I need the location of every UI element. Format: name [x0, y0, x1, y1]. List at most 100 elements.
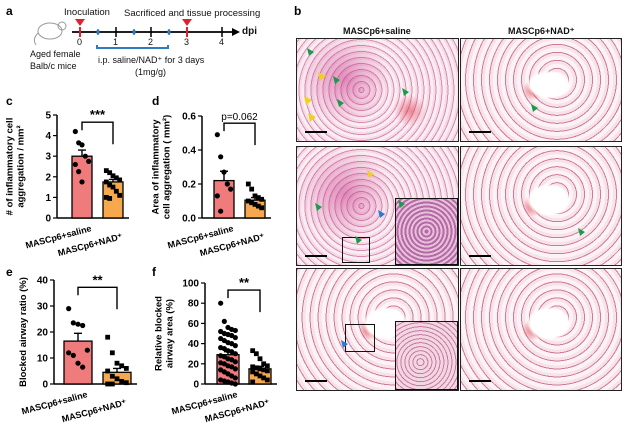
data-point	[117, 177, 123, 183]
data-point	[107, 170, 113, 176]
data-point	[218, 300, 224, 306]
y-tick-label: 0.4	[182, 146, 196, 157]
data-point	[261, 361, 267, 367]
treatment-line-2: (1mg/g)	[135, 67, 167, 77]
data-point	[232, 351, 238, 357]
mice-line-2: Balb/c mice	[30, 61, 77, 71]
data-point	[261, 375, 267, 381]
scale-bar	[469, 131, 491, 133]
histology-nad-low-mag	[460, 38, 622, 142]
y-tick-label: 4	[45, 131, 51, 142]
data-point	[250, 379, 256, 385]
data-point	[232, 359, 238, 365]
y-tick-label: 0.0	[182, 214, 196, 225]
y-tick-label: 0.2	[182, 180, 196, 191]
data-point	[107, 182, 113, 188]
panel-label-b: b	[294, 4, 302, 18]
data-point	[253, 371, 259, 377]
tick-4: 4	[219, 37, 225, 47]
data-point	[214, 193, 220, 199]
data-point	[255, 203, 261, 209]
error-bar	[74, 332, 82, 342]
dose-marks	[96, 29, 171, 35]
data-point	[105, 334, 111, 340]
y-tick-label: 1	[45, 193, 51, 204]
data-point	[119, 363, 125, 369]
data-point	[109, 350, 115, 356]
y-tick-label: 20	[188, 359, 200, 370]
bar-saline	[213, 179, 235, 219]
y-tick-label: 0.6	[182, 112, 196, 123]
data-point	[80, 364, 86, 370]
histology-inset	[394, 321, 458, 390]
data-point	[123, 366, 129, 371]
panel-label-a: a	[6, 4, 13, 18]
y-tick-label: 40	[188, 339, 200, 350]
data-point	[70, 320, 76, 326]
column-header-saline: MASCp6+saline	[343, 26, 411, 36]
data-point	[79, 142, 85, 148]
data-point	[264, 377, 270, 383]
timeline-ticks	[115, 27, 223, 37]
timeline-arrowhead	[232, 28, 240, 36]
y-axis-label: Relative blocked	[154, 296, 165, 371]
y-axis-label: airway area (%)	[165, 299, 176, 368]
treatment-line-1: i.p. saline/NAD⁺ for 3 days	[98, 55, 205, 65]
data-point	[259, 205, 265, 211]
significance-label: p=0.062	[221, 112, 258, 123]
data-point	[253, 365, 259, 371]
data-point	[221, 169, 227, 175]
histology-saline-airway	[296, 268, 459, 391]
sacrifice-marker	[182, 19, 192, 26]
panel-label-c: c	[6, 94, 13, 108]
data-point	[103, 179, 109, 185]
histology-saline-low-mag	[296, 38, 459, 142]
data-point	[261, 367, 267, 373]
data-point	[253, 351, 259, 357]
y-axis-label: # of inflammatory cell	[5, 118, 16, 216]
data-point	[232, 366, 238, 372]
data-point	[117, 192, 123, 198]
data-point	[249, 200, 255, 206]
data-point	[66, 350, 72, 356]
data-point	[228, 186, 234, 192]
timeline-graphic	[33, 19, 240, 49]
y-tick-label: 2	[45, 172, 51, 183]
data-point	[75, 360, 81, 366]
y-tick-label: 0	[45, 214, 51, 225]
data-point	[66, 306, 72, 312]
data-point	[119, 379, 125, 384]
y-tick-label: 30	[37, 302, 49, 313]
tick-3: 3	[184, 37, 190, 47]
y-tick-label: 0	[42, 380, 48, 391]
mice-line-1: Aged female	[30, 49, 81, 59]
scale-bar	[305, 131, 327, 133]
data-point	[214, 132, 220, 138]
data-point	[249, 186, 255, 192]
data-point	[103, 168, 109, 174]
histology-saline-mid-mag	[296, 146, 459, 266]
data-point	[107, 196, 113, 201]
y-tick-label: 0	[193, 380, 199, 391]
tick-1: 1	[113, 37, 119, 47]
data-point	[72, 128, 78, 135]
y-tick-label: 10	[37, 354, 49, 365]
inoculation-label: Inoculation	[64, 7, 110, 18]
panel-label-e: e	[6, 265, 13, 279]
data-point	[224, 181, 230, 187]
data-point	[218, 208, 224, 214]
data-point	[84, 347, 90, 353]
data-point	[218, 154, 224, 160]
data-point	[113, 188, 119, 194]
significance-label: ***	[90, 107, 106, 122]
data-point	[82, 153, 88, 159]
y-axis-label: cell aggregation ( mm²)	[162, 115, 173, 220]
data-point	[109, 381, 115, 387]
y-tick-label: 40	[37, 276, 49, 287]
data-point	[221, 318, 227, 324]
data-point	[79, 179, 85, 185]
panel-label-f: f	[152, 265, 156, 279]
data-point	[109, 373, 115, 379]
significance-bracket	[227, 289, 261, 313]
